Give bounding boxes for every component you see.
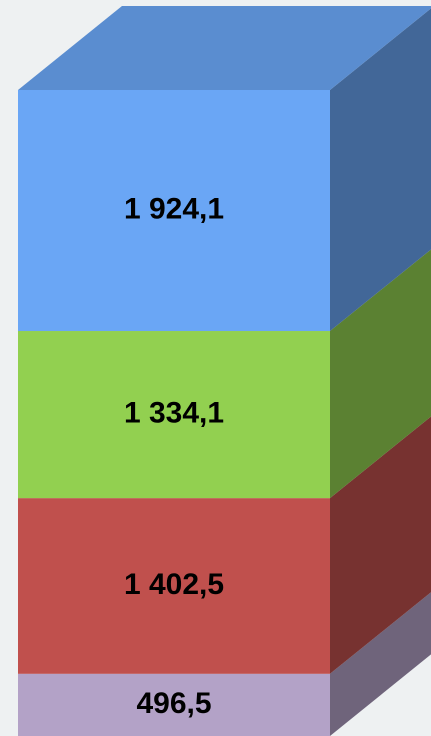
bar	[18, 673, 330, 736]
bar-side	[330, 8, 431, 332]
bar	[18, 90, 330, 332]
bar	[18, 331, 330, 499]
data-label: 1 402,5	[124, 568, 224, 601]
data-label: 1 334,1	[124, 396, 224, 429]
bar-side	[330, 416, 431, 674]
bar	[18, 498, 330, 674]
bar-side	[330, 592, 431, 736]
bar-side	[330, 249, 431, 499]
bar-top	[18, 6, 431, 90]
data-label: 496,5	[136, 687, 211, 720]
data-label: 1 924,1	[124, 192, 224, 225]
